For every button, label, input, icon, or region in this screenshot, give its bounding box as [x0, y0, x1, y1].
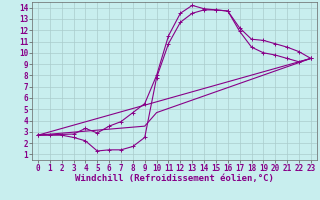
X-axis label: Windchill (Refroidissement éolien,°C): Windchill (Refroidissement éolien,°C) [75, 174, 274, 183]
